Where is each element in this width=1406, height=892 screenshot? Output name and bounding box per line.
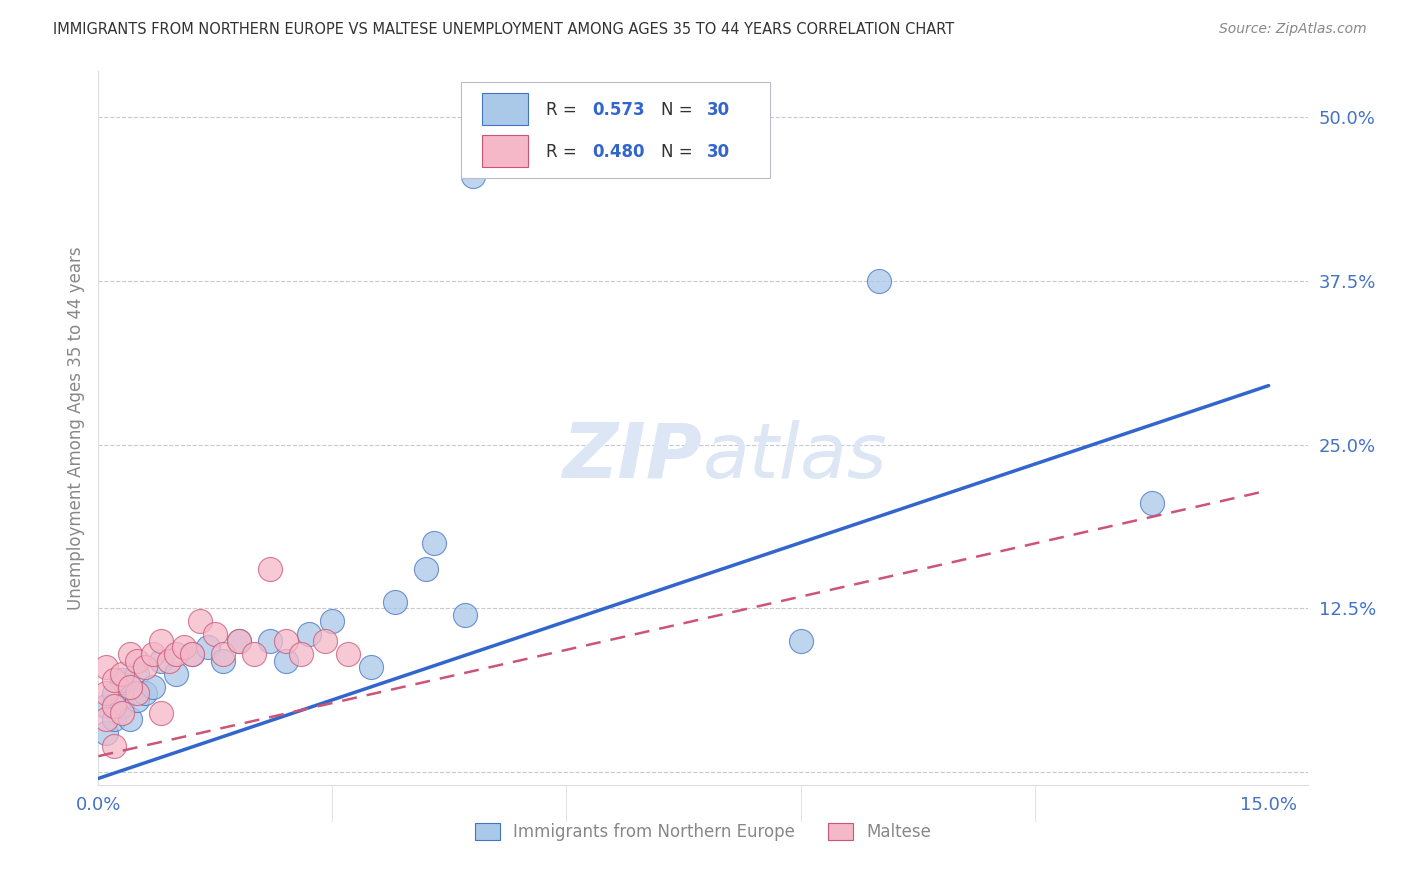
Point bbox=[228, 634, 250, 648]
Point bbox=[111, 673, 134, 688]
Point bbox=[103, 699, 125, 714]
Point bbox=[337, 647, 360, 661]
Point bbox=[142, 647, 165, 661]
Point bbox=[111, 699, 134, 714]
Point bbox=[243, 647, 266, 661]
Text: 30: 30 bbox=[707, 101, 730, 119]
Point bbox=[111, 706, 134, 720]
Point bbox=[789, 634, 811, 648]
Point bbox=[127, 693, 149, 707]
Point bbox=[134, 686, 156, 700]
Point bbox=[274, 634, 297, 648]
Text: IMMIGRANTS FROM NORTHERN EUROPE VS MALTESE UNEMPLOYMENT AMONG AGES 35 TO 44 YEAR: IMMIGRANTS FROM NORTHERN EUROPE VS MALTE… bbox=[53, 22, 955, 37]
Text: N =: N = bbox=[661, 101, 697, 119]
Point bbox=[103, 673, 125, 688]
Point bbox=[868, 274, 890, 288]
Point bbox=[96, 686, 118, 700]
Text: 0.480: 0.480 bbox=[592, 143, 644, 161]
Point bbox=[212, 647, 235, 661]
Point bbox=[173, 640, 195, 655]
Point bbox=[96, 699, 118, 714]
Point bbox=[454, 607, 477, 622]
Point bbox=[274, 654, 297, 668]
Point bbox=[149, 634, 172, 648]
Point bbox=[181, 647, 204, 661]
Point bbox=[384, 594, 406, 608]
Text: ZIP: ZIP bbox=[564, 420, 703, 493]
Point bbox=[204, 627, 226, 641]
Point bbox=[103, 686, 125, 700]
Point bbox=[423, 535, 446, 549]
Point bbox=[127, 654, 149, 668]
Text: Source: ZipAtlas.com: Source: ZipAtlas.com bbox=[1219, 22, 1367, 37]
Point bbox=[181, 647, 204, 661]
Point bbox=[103, 739, 125, 753]
Point bbox=[118, 680, 141, 694]
Point bbox=[298, 627, 321, 641]
Point bbox=[212, 654, 235, 668]
Point bbox=[96, 725, 118, 739]
Point bbox=[96, 660, 118, 674]
Point bbox=[228, 634, 250, 648]
Point bbox=[290, 647, 312, 661]
Point bbox=[118, 647, 141, 661]
Point bbox=[96, 713, 118, 727]
Point bbox=[127, 666, 149, 681]
Text: 0.573: 0.573 bbox=[592, 101, 644, 119]
Point bbox=[360, 660, 382, 674]
Point bbox=[321, 615, 343, 629]
Point bbox=[197, 640, 219, 655]
Point bbox=[188, 615, 211, 629]
FancyBboxPatch shape bbox=[482, 136, 527, 168]
Point bbox=[259, 562, 281, 576]
Point bbox=[259, 634, 281, 648]
Point bbox=[415, 562, 437, 576]
Point bbox=[149, 654, 172, 668]
Point bbox=[134, 660, 156, 674]
Point bbox=[314, 634, 336, 648]
Point bbox=[165, 647, 187, 661]
Text: 30: 30 bbox=[707, 143, 730, 161]
FancyBboxPatch shape bbox=[482, 94, 527, 126]
Y-axis label: Unemployment Among Ages 35 to 44 years: Unemployment Among Ages 35 to 44 years bbox=[66, 246, 84, 610]
Point bbox=[142, 680, 165, 694]
Legend: Immigrants from Northern Europe, Maltese: Immigrants from Northern Europe, Maltese bbox=[468, 816, 938, 848]
Point bbox=[127, 686, 149, 700]
Point bbox=[111, 666, 134, 681]
Point bbox=[118, 713, 141, 727]
FancyBboxPatch shape bbox=[461, 82, 769, 178]
Point bbox=[165, 666, 187, 681]
Text: atlas: atlas bbox=[703, 420, 887, 493]
Point bbox=[149, 706, 172, 720]
Point bbox=[103, 713, 125, 727]
Point bbox=[461, 169, 484, 183]
Text: R =: R = bbox=[546, 101, 582, 119]
Text: N =: N = bbox=[661, 143, 697, 161]
Point bbox=[1140, 496, 1163, 510]
Point bbox=[157, 654, 180, 668]
Text: R =: R = bbox=[546, 143, 582, 161]
